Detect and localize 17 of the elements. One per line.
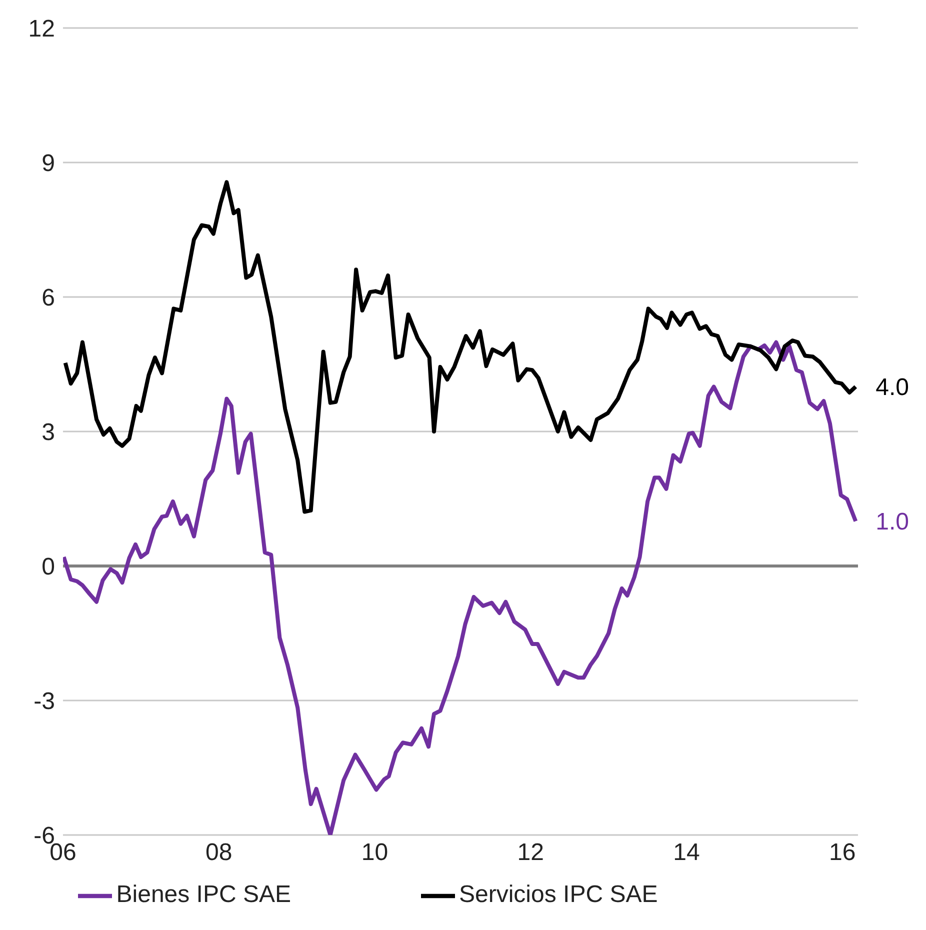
x-tick-label: 10: [361, 839, 388, 866]
x-tick-label: 08: [206, 839, 232, 866]
x-tick-label: 16: [829, 839, 856, 866]
legend-label: Bienes IPC SAE: [116, 881, 291, 908]
y-tick-label: -3: [34, 688, 55, 716]
y-tick-label: 6: [42, 284, 55, 312]
annotation: 1.0: [876, 508, 910, 536]
line-series: [63, 340, 858, 835]
y-tick-label: 3: [42, 419, 55, 446]
annotation: 4.0: [876, 374, 910, 402]
line-series: [63, 180, 858, 514]
y-tick-label: 12: [28, 16, 55, 43]
y-tick-label: 9: [42, 150, 55, 178]
x-tick-label: 14: [673, 839, 700, 866]
legend-label: Servicios IPC SAE: [459, 881, 658, 908]
x-tick-label: 12: [517, 839, 544, 866]
y-tick-label: 0: [42, 554, 55, 581]
